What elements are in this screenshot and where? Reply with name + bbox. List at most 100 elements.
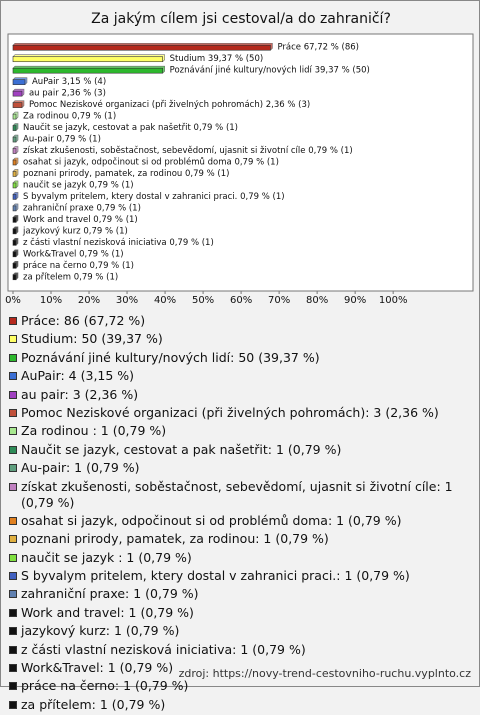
chart: Za jakým cílem jsi cestoval/a do zahrani… (5, 11, 474, 306)
bar-category: osahat si jazyk, odpočinout si od problé… (23, 156, 232, 167)
bar-category: Pomoc Neziskové organizaci (při živelnýc… (29, 99, 263, 110)
bar-label: Studium 39,37 % (50) (170, 54, 264, 64)
bar-category: Poznávání jiné kultury/nových lidí (170, 64, 313, 75)
legend-label: Work and travel: 1 (0,79 %) (21, 604, 194, 620)
legend-label: poznani prirody, pamatek, za rodinou: 1 … (21, 531, 329, 547)
bar (12, 217, 17, 223)
legend-swatch (9, 664, 17, 673)
legend-swatch (9, 682, 17, 691)
plot-frame (7, 33, 474, 292)
value-label: 0,79 % (1) (90, 260, 134, 270)
legend-swatch (9, 516, 17, 525)
bar (12, 228, 17, 235)
value-label: 0,79 % (1) (79, 249, 123, 259)
legend-item: Studium: 50 (39,37 %) (9, 331, 471, 347)
bar (12, 251, 17, 258)
bar-category: Práce (277, 42, 301, 52)
bar-label: získat zkušenosti, soběstačnost, sebevěd… (23, 145, 353, 156)
legend-label: Au-pair: 1 (0,79 %) (21, 460, 140, 476)
value-label: 0,79 % (1) (83, 226, 127, 236)
legend-item: osahat si jazyk, odpočinout si od problé… (9, 513, 471, 529)
bar (12, 113, 17, 120)
legend-item: Práce: 86 (67,72 %) (9, 313, 471, 329)
value-label: 0,79 % (1) (185, 168, 229, 178)
legend-swatch (9, 390, 17, 399)
legend-label: osahat si jazyk, odpočinout si od problé… (21, 512, 402, 528)
value-label: 0,79 % (1) (56, 134, 100, 144)
bar-label: z části vlastní nezisková iniciativa 0,7… (23, 236, 214, 247)
bar-category: Work and travel (23, 214, 91, 224)
legend-label: zahraniční praxe: 1 (0,79 %) (21, 586, 199, 602)
bar-category: AuPair (32, 77, 60, 87)
legend-item: Poznávání jiné kultury/nových lidí: 50 (… (9, 350, 471, 366)
bar-category: S byvalym pritelem, ktery dostal v zahra… (23, 191, 237, 201)
x-tick-label: 50% (192, 295, 214, 306)
legend-label: Poznávání jiné kultury/nových lidí: 50 (… (21, 349, 320, 365)
value-label: 0,79 % (1) (74, 272, 118, 282)
x-tick-label: 80% (306, 295, 328, 306)
legend-label: Work&Travel: 1 (0,79 %) (21, 660, 174, 676)
value-label: 0,79 % (1) (169, 237, 213, 247)
legend-item: z části vlastní nezisková iniciativa: 1 … (9, 642, 471, 658)
legend-item: poznani prirody, pamatek, za rodinou: 1 … (9, 531, 471, 547)
x-tick-label: 30% (116, 295, 138, 306)
legend-label: z části vlastní nezisková iniciativa: 1 … (21, 641, 306, 657)
bar (12, 262, 17, 269)
bar-label: Au-pair 0,79 % (1) (23, 134, 101, 144)
legend-swatch (9, 408, 17, 417)
x-tick-label: 0% (5, 295, 21, 306)
bar-category: za přítelem (23, 272, 71, 282)
legend-swatch (9, 353, 17, 362)
legend-swatch (9, 572, 17, 581)
value-label: 0,79 % (1) (93, 214, 137, 224)
legend-swatch (9, 645, 17, 654)
legend-swatch (9, 464, 17, 473)
legend-label: získat zkušenosti, soběstačnost, sebevěd… (21, 478, 453, 510)
bar (12, 194, 17, 200)
legend-label: AuPair: 4 (3,15 %) (21, 368, 135, 384)
bar-label: Práce 67,72 % (86) (277, 42, 359, 52)
x-tick-label: 20% (78, 295, 100, 306)
legend-swatch (9, 590, 17, 599)
bar-label: Work and travel 0,79 % (1) (23, 214, 138, 224)
bar-label: naučit se jazyk 0,79 % (1) (23, 179, 134, 190)
value-label: 67,72 % (86) (304, 42, 359, 52)
bar-label: Work&Travel 0,79 % (1) (23, 249, 124, 259)
bar (12, 102, 23, 108)
legend-item: Za rodinou : 1 (0,79 %) (9, 423, 471, 439)
legend-item: práce na černo: 1 (0,79 %) (9, 678, 471, 694)
bar-label: Naučit se jazyk, cestovat a pak našetřit… (23, 122, 238, 133)
bar-category: poznani prirody, pamatek, za rodinou (23, 168, 182, 178)
bar-label: poznani prirody, pamatek, za rodinou 0,7… (23, 168, 229, 178)
x-tick-label: 10% (40, 295, 62, 306)
legend-item: Naučit se jazyk, cestovat a pak našetřit… (9, 442, 471, 458)
value-label: 0,79 % (1) (308, 146, 352, 156)
bar-label: za přítelem 0,79 % (1) (23, 272, 118, 282)
legend-swatch (9, 535, 17, 544)
bar-category: z části vlastní nezisková iniciativa (23, 236, 167, 247)
bar-label: S byvalym pritelem, ktery dostal v zahra… (23, 191, 285, 201)
bar (12, 79, 26, 85)
bar-category: Naučit se jazyk, cestovat a pak našetřit (23, 122, 191, 133)
legend-label: Práce: 86 (67,72 %) (21, 313, 146, 328)
bar (12, 90, 23, 97)
legend-label: Naučit se jazyk, cestovat a pak našetřit… (21, 441, 342, 457)
value-label: 0,79 % (1) (72, 111, 116, 121)
legend: Práce: 86 (67,72 %) Studium: 50 (39,37 %)… (9, 313, 471, 715)
bar-category: Au-pair (23, 134, 54, 144)
legend-swatch (9, 608, 17, 617)
legend-label: Pomoc Neziskové organizaci (při živelnýc… (21, 404, 439, 420)
bar (12, 171, 17, 177)
legend-item: S byvalym pritelem, ktery dostal v zahra… (9, 568, 471, 584)
bar (12, 148, 17, 154)
value-label: 2,36 % (3) (61, 88, 105, 98)
x-tick-label: 70% (268, 295, 290, 306)
legend-swatch (9, 553, 17, 562)
bar (12, 182, 17, 189)
legend-swatch (9, 335, 17, 344)
source: zdroj: https://novy-trend-cestovniho-ruc… (178, 667, 471, 680)
legend-label: S byvalym pritelem, ktery dostal v zahra… (21, 568, 410, 584)
value-label: 0,79 % (1) (96, 203, 140, 213)
bar-label: zahraniční praxe 0,79 % (1) (23, 202, 141, 213)
